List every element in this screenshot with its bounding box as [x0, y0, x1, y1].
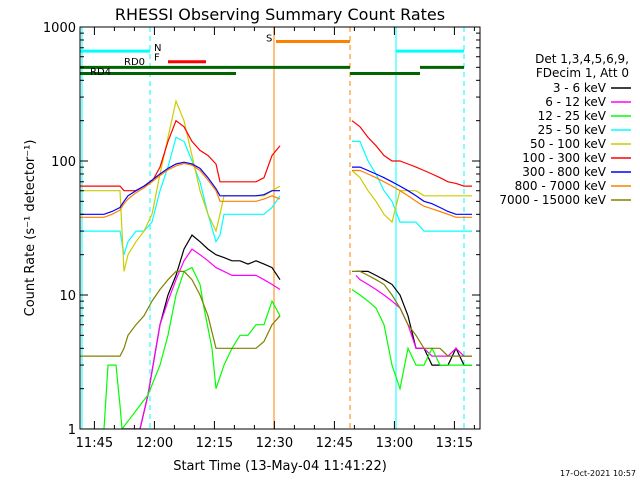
- y-axis: 1 10 100 1000: [43, 21, 480, 438]
- series-line-3: [80, 136, 281, 255]
- y-axis-label: Count Rate (s⁻¹ detector⁻¹): [23, 140, 38, 317]
- series-line-1: [122, 248, 281, 429]
- legend: Det 1,3,4,5,6,9,FDecim 1, Att 03 - 6 keV…: [499, 52, 631, 207]
- series-line-5: [351, 120, 472, 187]
- legend-label: 6 - 12 keV: [545, 95, 607, 109]
- series-line-5: [80, 119, 281, 192]
- legend-header: Det 1,3,4,5,6,9,: [535, 52, 629, 66]
- rd0-label: RD0: [124, 57, 145, 68]
- legend-label: 100 - 300 keV: [522, 151, 606, 165]
- series-line-6: [352, 166, 472, 215]
- flare-label: F: [154, 53, 160, 64]
- observing-intervals: NF S RD0 RD4: [80, 27, 465, 429]
- series-line-1: [355, 274, 472, 357]
- x-axis-label: Start Time (13-May-04 11:41:22): [173, 459, 387, 474]
- y-tick-label: 10: [59, 289, 76, 304]
- saa-label: S: [266, 33, 272, 44]
- series-line-7: [80, 162, 281, 218]
- x-tick-label: 13:00: [376, 436, 413, 451]
- y-tick-label: 1: [68, 423, 76, 438]
- x-tick-label: 12:30: [256, 436, 293, 451]
- series-line-2: [351, 289, 472, 392]
- series-lines: [80, 99, 472, 429]
- series-line-2: [84, 266, 281, 429]
- rd4-label: RD4: [90, 67, 111, 78]
- plot-frame: [79, 26, 481, 430]
- legend-label: 300 - 800 keV: [522, 165, 606, 179]
- series-line-8: [352, 270, 472, 357]
- x-tick-label: 12:15: [196, 436, 233, 451]
- legend-label: 50 - 100 keV: [530, 137, 607, 151]
- x-tick-label: 11:45: [76, 436, 113, 451]
- legend-label: 800 - 7000 keV: [515, 179, 607, 193]
- plot-area: NF S RD0 RD4: [80, 27, 472, 429]
- legend-header: FDecim 1, Att 0: [536, 66, 629, 80]
- x-tick-label: 13:15: [436, 436, 473, 451]
- timestamp: 17-Oct-2021 10:57: [560, 469, 636, 478]
- legend-label: 3 - 6 keV: [553, 81, 607, 95]
- night-label: N: [154, 43, 161, 54]
- legend-label: 12 - 25 keV: [538, 109, 607, 123]
- legend-label: 25 - 50 keV: [538, 123, 607, 137]
- chart-title: RHESSI Observing Summary Count Rates: [115, 5, 445, 24]
- x-tick-label: 12:45: [316, 436, 353, 451]
- y-tick-label: 100: [51, 155, 76, 170]
- series-line-4: [351, 170, 472, 224]
- series-line-6: [80, 161, 280, 215]
- x-tick-label: 12:00: [136, 436, 173, 451]
- x-axis: 11:45 12:00 12:15 12:30 12:45 13:00 13:15: [76, 27, 475, 451]
- series-line-7: [352, 169, 472, 218]
- series-line-3: [352, 140, 472, 232]
- legend-label: 7000 - 15000 keV: [499, 193, 606, 207]
- y-tick-label: 1000: [43, 21, 76, 36]
- series-line-8: [80, 270, 281, 357]
